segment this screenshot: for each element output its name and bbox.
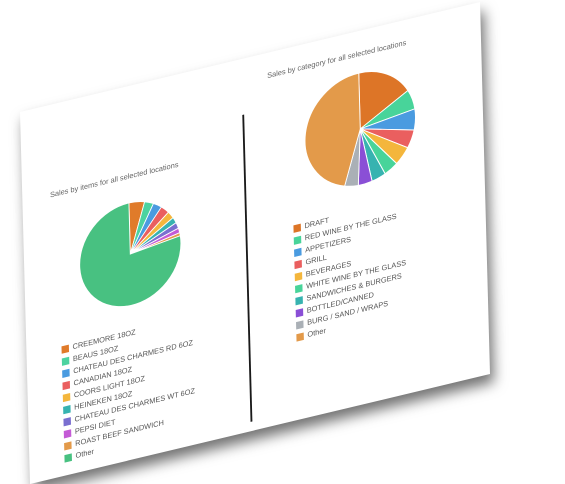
pie-slice-draft[interactable] xyxy=(358,62,409,130)
legend-swatch xyxy=(296,319,304,330)
items-chart-panel: Sales by items for all selected location… xyxy=(20,59,251,484)
legend-swatch xyxy=(294,271,303,281)
legend-swatch xyxy=(295,307,304,317)
legend-swatch xyxy=(63,404,71,414)
legend-swatch xyxy=(63,428,72,438)
legend-swatch xyxy=(294,259,302,269)
legend-swatch xyxy=(295,283,303,293)
legend-swatch xyxy=(294,247,302,257)
pie-slice-other[interactable] xyxy=(78,191,182,318)
items-chart-legend: CREEMORE 18OZ BEAUS 18OZ CHATEAU DES CHARM… xyxy=(61,312,196,464)
legend-swatch xyxy=(61,356,70,366)
category-pie-chart xyxy=(304,62,416,195)
category-chart-panel: Sales by category for all selected locat… xyxy=(243,2,490,431)
pie-slice-other[interactable] xyxy=(304,72,362,195)
legend-swatch xyxy=(62,368,70,378)
legend-label: Other xyxy=(307,326,326,339)
legend-swatch xyxy=(61,344,70,354)
legend-swatch xyxy=(64,452,72,463)
legend-swatch xyxy=(64,440,72,451)
legend-swatch xyxy=(62,392,71,402)
legend-swatch xyxy=(62,380,71,390)
legend-label: Other xyxy=(75,447,95,460)
legend-swatch xyxy=(293,235,302,245)
legend-swatch xyxy=(296,331,304,342)
legend-swatch xyxy=(63,416,71,426)
dashboard-card: Sales by items for all selected location… xyxy=(20,2,490,484)
items-pie-chart xyxy=(78,191,182,318)
legend-swatch xyxy=(295,295,303,305)
legend-swatch xyxy=(293,223,301,233)
category-chart-legend: DRAFT RED WINE BY THE GLASS APPETIZERS GRIL… xyxy=(293,196,407,343)
screenshot-scene: Sales by items for all selected location… xyxy=(49,38,416,463)
